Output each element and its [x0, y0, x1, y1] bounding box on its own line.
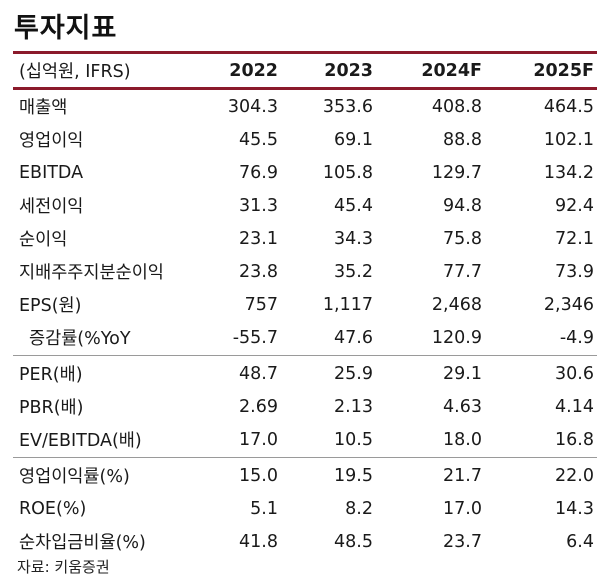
table-row: EPS(원) 757 1,117 2,468 2,346: [0, 288, 609, 321]
row-value: 17.0: [239, 429, 278, 450]
row-label: ROE(%): [19, 498, 87, 519]
row-value: 94.8: [443, 195, 482, 216]
table-row: 순이익 23.1 34.3 75.8 72.1: [0, 222, 609, 255]
row-value: 23.7: [443, 531, 482, 552]
row-label: 순이익: [19, 230, 68, 250]
table-row: 세전이익 31.3 45.4 94.8 92.4: [0, 189, 609, 222]
row-value: 45.4: [334, 195, 373, 216]
row-value: 88.8: [443, 129, 482, 150]
row-value: -4.9: [559, 327, 594, 348]
row-value: 2,468: [431, 294, 482, 315]
row-value: 4.63: [443, 396, 482, 417]
table-row: 매출액 304.3 353.6 408.8 464.5: [0, 90, 609, 123]
row-label: PBR(배): [19, 398, 84, 418]
table-row: 순차입금비율(%) 41.8 48.5 23.7 6.4: [0, 525, 609, 558]
year-col-1: 2022: [229, 60, 278, 81]
row-value: 45.5: [239, 129, 278, 150]
row-value: 120.9: [431, 327, 482, 348]
row-label: 매출액: [19, 98, 68, 118]
title-rule: [13, 51, 597, 54]
row-value: 73.9: [555, 261, 594, 282]
row-value: 2,346: [543, 294, 594, 315]
row-value: 353.6: [322, 96, 373, 117]
row-label: 순차입금비율(%): [19, 533, 146, 553]
row-label: PER(배): [19, 365, 83, 385]
table-row: 영업이익 45.5 69.1 88.8 102.1: [0, 123, 609, 156]
table-row: PER(배) 48.7 25.9 29.1 30.6: [0, 357, 609, 390]
row-value: 134.2: [543, 162, 594, 183]
table-header: (십억원, IFRS) 2022 2023 2024F 2025F: [0, 54, 609, 87]
row-value: 18.0: [443, 429, 482, 450]
row-value: 464.5: [543, 96, 594, 117]
row-value: 76.9: [239, 162, 278, 183]
row-value: 69.1: [334, 129, 373, 150]
row-value: 5.1: [250, 498, 278, 519]
row-value: 30.6: [555, 363, 594, 384]
row-value: 72.1: [555, 228, 594, 249]
row-value: 23.8: [239, 261, 278, 282]
row-value: 35.2: [334, 261, 373, 282]
source-note: 자료: 키움증권: [17, 558, 110, 576]
table-row: EV/EBITDA(배) 17.0 10.5 18.0 16.8: [0, 423, 609, 456]
table-row: 증감률(%YoY -55.7 47.6 120.9 -4.9: [0, 321, 609, 354]
row-value: 48.7: [239, 363, 278, 384]
row-label: 영업이익률(%): [19, 467, 130, 487]
row-value: 75.8: [443, 228, 482, 249]
row-value: 2.13: [334, 396, 373, 417]
table-row: ROE(%) 5.1 8.2 17.0 14.3: [0, 492, 609, 525]
row-label: EPS(원): [19, 296, 82, 316]
row-value: 304.3: [227, 96, 278, 117]
row-value: -55.7: [232, 327, 278, 348]
row-value: 14.3: [555, 498, 594, 519]
row-value: 408.8: [431, 96, 482, 117]
row-value: 25.9: [334, 363, 373, 384]
group-divider: [13, 457, 597, 458]
table-row: EBITDA 76.9 105.8 129.7 134.2: [0, 156, 609, 189]
year-col-3: 2024F: [421, 60, 482, 81]
row-value: 29.1: [443, 363, 482, 384]
row-value: 92.4: [555, 195, 594, 216]
year-col-4: 2025F: [533, 60, 594, 81]
unit-label: (십억원, IFRS): [19, 62, 131, 82]
row-value: 47.6: [334, 327, 373, 348]
row-label: 세전이익: [19, 197, 84, 217]
table-row: 지배주주지분순이익 23.8 35.2 77.7 73.9: [0, 255, 609, 288]
row-value: 17.0: [443, 498, 482, 519]
row-label: 지배주주지분순이익: [19, 263, 164, 283]
table-row: PBR(배) 2.69 2.13 4.63 4.14: [0, 390, 609, 423]
row-label: EBITDA: [19, 162, 84, 183]
row-value: 34.3: [334, 228, 373, 249]
header-rule: [13, 87, 597, 90]
row-value: 129.7: [431, 162, 482, 183]
row-label: EV/EBITDA(배): [19, 431, 142, 451]
row-value: 22.0: [555, 465, 594, 486]
group-divider: [13, 355, 597, 356]
table-row: 영업이익률(%) 15.0 19.5 21.7 22.0: [0, 459, 609, 492]
row-value: 2.69: [239, 396, 278, 417]
row-value: 105.8: [322, 162, 373, 183]
page-title: 투자지표: [14, 13, 118, 44]
row-label: 증감률(%YoY: [29, 329, 131, 349]
row-value: 102.1: [543, 129, 594, 150]
row-label: 영업이익: [19, 131, 84, 151]
row-value: 4.14: [555, 396, 594, 417]
row-value: 48.5: [334, 531, 373, 552]
row-value: 16.8: [555, 429, 594, 450]
row-value: 23.1: [239, 228, 278, 249]
row-value: 77.7: [443, 261, 482, 282]
row-value: 21.7: [443, 465, 482, 486]
row-value: 757: [244, 294, 278, 315]
row-value: 31.3: [239, 195, 278, 216]
row-value: 10.5: [334, 429, 373, 450]
row-value: 41.8: [239, 531, 278, 552]
row-value: 1,117: [322, 294, 373, 315]
year-col-2: 2023: [324, 60, 373, 81]
row-value: 6.4: [566, 531, 594, 552]
row-value: 15.0: [239, 465, 278, 486]
row-value: 8.2: [345, 498, 373, 519]
row-value: 19.5: [334, 465, 373, 486]
